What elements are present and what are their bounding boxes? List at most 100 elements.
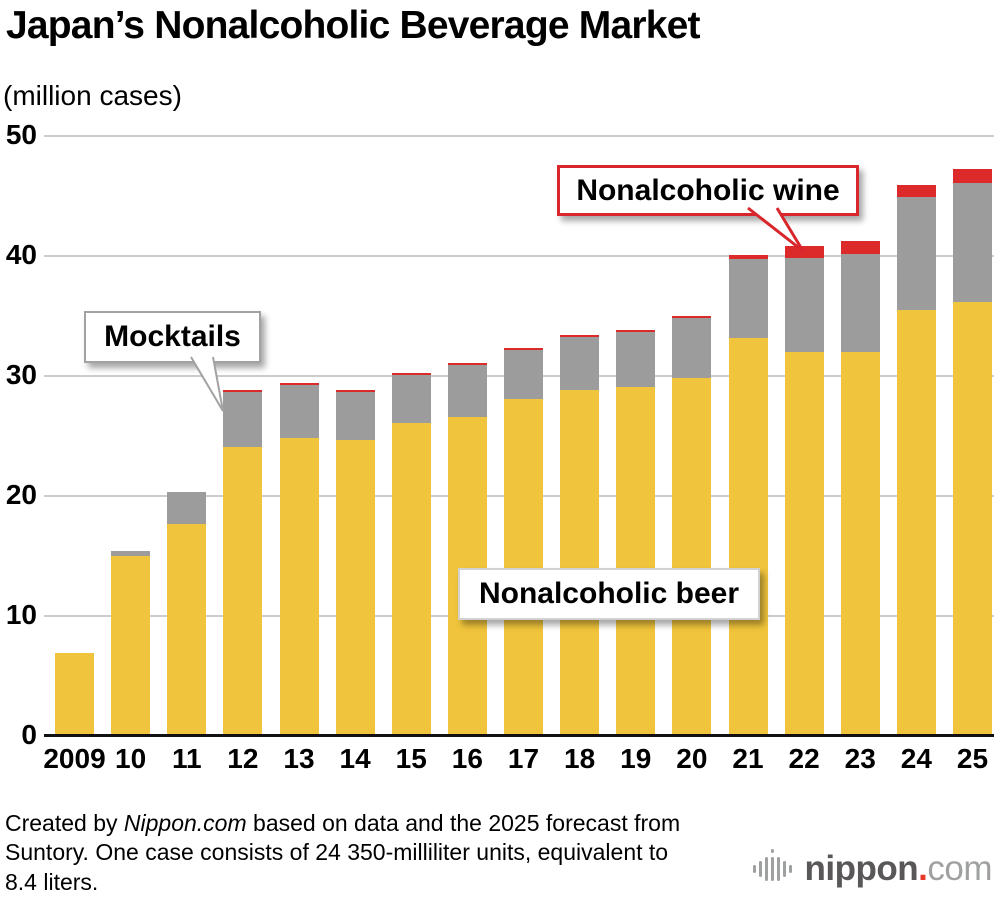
bar-23-segment-mocktails	[840, 254, 880, 352]
source-note-line2: Suntory. One case consists of 24 350-mil…	[5, 839, 669, 866]
source-note-brand: Nippon.com	[123, 810, 247, 836]
nippon-logo-name: nippon	[804, 849, 919, 888]
nippon-logo-waveform-icon	[752, 849, 792, 881]
callout-nonalcoholic-wine-label: Nonalcoholic wine	[557, 165, 859, 216]
x-axis-line	[44, 734, 994, 737]
x-axis-tick-label-21: 21	[729, 745, 768, 773]
bar-14-segment-mocktails	[335, 392, 375, 440]
bar-24-segment-nonalcoholic-beer	[896, 310, 936, 736]
x-axis-tick-text: 25	[956, 743, 989, 774]
bar-22-segment-mocktails	[784, 258, 824, 352]
bar-18	[560, 136, 600, 736]
x-axis-tick-text: 16	[451, 743, 483, 774]
bar-20-segment-mocktails	[672, 318, 712, 378]
bar-18-segment-mocktails	[560, 337, 600, 390]
bar-25-segment-nonalcoholic-wine	[953, 169, 992, 183]
bar-25-segment-nonalcoholic-beer	[953, 302, 992, 736]
bar-2009-segment-nonalcoholic-beer	[55, 653, 94, 736]
bar-14	[335, 136, 375, 736]
x-axis-tick-label-19: 19	[616, 745, 655, 773]
bar-21-segment-nonalcoholic-beer	[728, 338, 768, 736]
bar-22-segment-nonalcoholic-wine	[784, 246, 824, 258]
page-title: Japan’s Nonalcoholic Beverage Market	[6, 4, 701, 47]
source-note-text-post: based on data and the 2025 forecast from	[246, 810, 681, 836]
bar-10	[111, 136, 151, 736]
bar-10-segment-mocktails	[111, 551, 151, 556]
x-axis-tick-label-20: 20	[672, 745, 711, 773]
bar-19-segment-nonalcoholic-beer	[616, 387, 656, 736]
source-note: Created by Nippon.com based on data and …	[5, 809, 795, 897]
x-axis-tick-label-25: 25	[953, 745, 992, 773]
x-axis-tick-text: 11	[171, 743, 202, 774]
bar-17	[504, 136, 543, 736]
x-axis-tick-text: 20	[676, 743, 708, 774]
bar-14-segment-nonalcoholic-wine	[335, 390, 375, 392]
x-axis-tick-text: 15	[395, 743, 427, 774]
bar-23-segment-nonalcoholic-beer	[840, 352, 880, 736]
bar-21-segment-nonalcoholic-wine	[728, 255, 768, 259]
bar-20	[672, 136, 712, 736]
x-axis-tick-text: 2009	[43, 743, 106, 774]
x-axis-tick-text: 21	[732, 743, 764, 774]
bar-15-segment-nonalcoholic-beer	[391, 423, 431, 736]
bar-20-segment-nonalcoholic-beer	[672, 378, 712, 736]
nippon-logo-tld: com	[927, 849, 992, 888]
bar-20-segment-nonalcoholic-wine	[672, 316, 712, 318]
bar-14-segment-nonalcoholic-beer	[335, 440, 375, 736]
y-axis-tick-label-20: 20	[5, 478, 37, 510]
bar-13-segment-nonalcoholic-beer	[279, 438, 319, 736]
bar-25	[953, 136, 992, 736]
bar-10-segment-nonalcoholic-beer	[111, 556, 151, 736]
gridline-40	[44, 255, 994, 257]
y-axis-tick-label-40: 40	[5, 238, 37, 270]
bar-23-segment-nonalcoholic-wine	[840, 241, 880, 254]
x-axis-tick-label-2009: 2009	[43, 745, 105, 773]
source-note-line3: 8.4 liters.	[5, 868, 99, 895]
x-axis-tick-text: 10	[115, 743, 147, 774]
bar-2009	[55, 136, 94, 736]
x-axis-tick-label-12: 12	[223, 745, 262, 773]
x-axis-tick-text: 23	[844, 743, 876, 774]
bar-16	[447, 136, 487, 736]
bar-12-segment-mocktails	[223, 392, 263, 447]
nippon-logo-text: nippon.com	[804, 849, 993, 889]
bar-21	[728, 136, 768, 736]
bar-11	[167, 136, 207, 736]
bar-12-segment-nonalcoholic-wine	[223, 390, 263, 392]
bar-12	[223, 136, 263, 736]
x-axis-tick-label-15: 15	[392, 745, 431, 773]
bar-15	[391, 136, 431, 736]
gridline-50	[44, 135, 994, 137]
x-axis-tick-text: 14	[339, 743, 371, 774]
y-axis-unit-label: (million cases)	[3, 80, 182, 111]
bar-24	[896, 136, 936, 736]
bar-15-segment-nonalcoholic-wine	[391, 373, 431, 375]
bar-13	[279, 136, 319, 736]
callout-mocktails-label: Mocktails	[84, 311, 261, 363]
nippon-logo-red-dot: .	[918, 849, 928, 888]
y-axis-tick-label-30: 30	[5, 358, 37, 390]
x-axis-tick-label-18: 18	[560, 745, 599, 773]
bar-12-segment-nonalcoholic-beer	[223, 447, 263, 736]
bar-21-segment-mocktails	[728, 259, 768, 338]
bar-18-segment-nonalcoholic-wine	[560, 335, 600, 337]
bar-17-segment-mocktails	[504, 350, 543, 399]
bar-22-segment-nonalcoholic-beer	[784, 352, 824, 736]
x-axis-tick-text: 22	[788, 743, 820, 774]
bar-15-segment-mocktails	[391, 375, 431, 423]
x-axis-tick-label-10: 10	[111, 745, 150, 773]
bar-22	[784, 136, 824, 736]
y-axis-tick-label-0: 0	[21, 718, 37, 750]
x-axis-tick-label-14: 14	[336, 745, 375, 773]
bar-11-segment-mocktails	[167, 492, 207, 524]
bars-row	[55, 136, 992, 736]
bar-25-segment-mocktails	[953, 183, 992, 302]
bar-17-segment-nonalcoholic-wine	[504, 348, 543, 350]
y-axis-tick-label-50: 50	[5, 118, 37, 150]
x-axis-tick-text: 24	[900, 743, 932, 774]
x-axis-tick-label-17: 17	[504, 745, 543, 773]
callout-nonalcoholic-beer-label: Nonalcoholic beer	[458, 568, 760, 620]
x-axis-tick-label-13: 13	[280, 745, 319, 773]
x-axis-tick-label-22: 22	[785, 745, 824, 773]
